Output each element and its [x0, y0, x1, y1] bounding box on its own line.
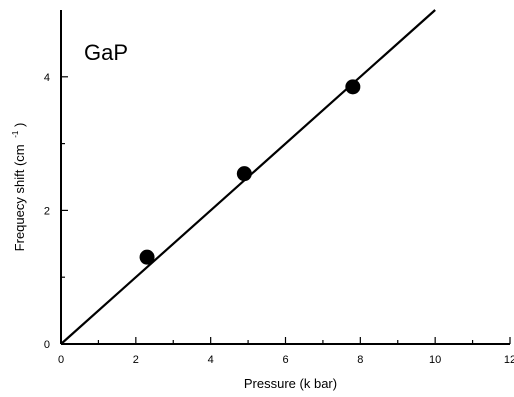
ticks: 0 2 4 6 8 10 12 0 2 4: [44, 72, 514, 366]
x-tick-label: 2: [133, 354, 139, 366]
y-axis-title: Frequecy shift (cm -1 ): [6, 123, 27, 252]
x-tick-label: 10: [429, 354, 441, 366]
data-point: [139, 249, 155, 265]
x-tick-label: 8: [357, 354, 363, 366]
x-tick-label: 4: [208, 354, 214, 366]
points-group: [139, 79, 361, 265]
data-point: [236, 166, 252, 182]
x-tick-label: 12: [504, 354, 514, 366]
x-axis-title: Pressure (k bar): [244, 376, 337, 391]
y-axis-title-superscript: -1: [11, 130, 20, 138]
y-axis-title-main: Frequecy shift (cm: [12, 144, 27, 251]
data-point: [345, 79, 361, 95]
y-tick-label: 2: [44, 205, 50, 217]
x-tick-label: 6: [282, 354, 288, 366]
y-tick-label: 4: [44, 72, 50, 84]
y-axis-title-suffix: ): [12, 123, 27, 127]
axes: [60, 10, 510, 345]
x-tick-label: 0: [58, 354, 64, 366]
y-tick-label: 0: [44, 339, 50, 351]
annotation-label: GaP: [84, 40, 128, 65]
